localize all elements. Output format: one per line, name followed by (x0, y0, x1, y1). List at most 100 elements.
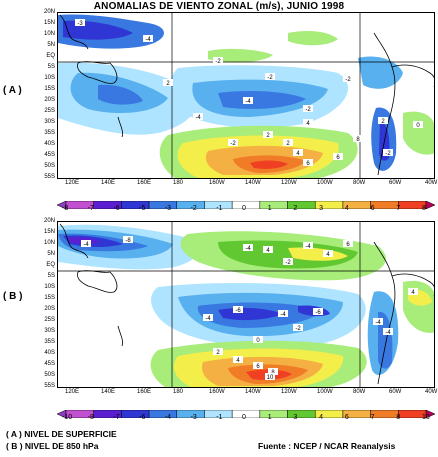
panel-a-lat-label: 25S (44, 108, 55, 114)
panel-a-contour-label: -4 (193, 113, 203, 121)
panel-b-colorbar-label: 3 (293, 414, 298, 421)
svg-text:4: 4 (266, 248, 270, 254)
panel-b-lat-label: 20N (43, 218, 55, 224)
panel-a-lat-label: 55S (44, 174, 55, 180)
panel-b-colorbar-label: -6 (139, 414, 146, 421)
panel-a-colorbar-label: -3 (164, 205, 172, 212)
svg-text:6: 6 (346, 242, 350, 248)
svg-text:4: 4 (236, 358, 240, 364)
panel-a-colorbar-label: 3 (319, 205, 324, 212)
panel-b-contour-label: -4 (303, 242, 313, 250)
panel-b-colorbar (56, 405, 436, 419)
svg-text:-2: -2 (345, 77, 351, 83)
panel-a-label: ( A ) (3, 85, 22, 96)
svg-text:-4: -4 (83, 242, 89, 248)
panel-b-contour-label: 4 (408, 288, 418, 296)
panel-a-colorbar-label: -6 (113, 205, 120, 212)
panel-b-lat-label: 5S (47, 273, 55, 279)
panel-b-lon-label: 60W (389, 389, 402, 395)
svg-text:-4: -4 (195, 115, 201, 121)
panel-b-lat-label: 10S (44, 284, 55, 290)
panel-b-contour-label: 10 (265, 373, 275, 381)
panel-b-colorbar-swatch (425, 409, 436, 419)
panel-b-colorbar-label: -1 (216, 414, 223, 421)
panel-a-contour-label: 4 (293, 149, 303, 157)
panel-b-colorbar-swatch (259, 409, 288, 419)
panel-b-lat-label: 35S (44, 339, 55, 345)
svg-text:-2: -2 (305, 107, 311, 113)
svg-text:0: 0 (256, 338, 260, 344)
panel-a-lat-label: 10S (44, 75, 55, 81)
svg-text:4: 4 (296, 151, 300, 157)
svg-text:4: 4 (411, 290, 415, 296)
svg-text:6: 6 (336, 155, 340, 161)
panel-b-contour-label: 6 (343, 240, 353, 248)
panel-a-lon-label: 160E (137, 180, 152, 186)
panel-b-colorbar-label: -4 (164, 414, 172, 421)
footer-source: Fuente : NCEP / NCAR Reanalysis (258, 441, 396, 451)
svg-text:6: 6 (306, 161, 310, 167)
svg-text:-6: -6 (235, 308, 241, 314)
panel-b-lat-label: EQ (46, 262, 55, 268)
panel-b-lat-label: 25S (44, 317, 55, 323)
panel-a-contour-label: -2 (265, 73, 275, 81)
panel-a-colorbar-label: -8 (62, 205, 69, 212)
panel-a-lat-label: 20S (44, 97, 55, 103)
panel-b-colorbar-label: 0 (242, 414, 246, 421)
panel-b-colorbar-label: 10 (422, 414, 430, 421)
panel-a-lon-label: 120E (65, 180, 80, 186)
panel-a-contour-label: 8 (353, 135, 363, 143)
panel-a-colorbar-label: 1 (267, 205, 272, 212)
panel-a-contour-label: -2 (303, 105, 313, 113)
panel-b-contour-label: -2 (283, 258, 293, 266)
svg-text:-6: -6 (315, 310, 321, 316)
panel-b-colorbar-label: 6 (344, 414, 349, 421)
panel-a-lon-label: 140E (101, 180, 116, 186)
svg-text:2: 2 (216, 350, 220, 356)
panel-a-colorbar-label: 7 (396, 205, 401, 212)
panel-b-contour-label: -6 (233, 306, 243, 314)
panel-a-lon-label: 60W (389, 180, 402, 186)
panel-b-lon-label: 100W (317, 389, 333, 395)
footer-line-b: ( B ) NIVEL DE 850 hPa (6, 441, 99, 451)
panel-b-colorbar-label: 1 (267, 414, 272, 421)
svg-text:10: 10 (267, 375, 274, 381)
panel-a-lat-label: 50S (44, 163, 55, 169)
panel-a-lat-label: 15S (44, 86, 55, 92)
panel-a-colorbar-label: 4 (344, 205, 349, 212)
panel-a-colorbar-label: 8 (422, 205, 426, 212)
svg-text:-2: -2 (267, 75, 273, 81)
svg-text:-2: -2 (215, 59, 221, 65)
panel-b-colorbar-swatch (370, 409, 399, 419)
panel-b-contour-label: -2 (293, 324, 303, 332)
panel-b-colorbar-swatch (287, 409, 316, 419)
panel-b-lat-label: 5N (47, 251, 55, 257)
panel-a-lat-label: 15N (43, 20, 55, 26)
panel-a-lon-label: 40W (425, 180, 438, 186)
svg-text:2: 2 (381, 119, 385, 125)
panel-b-lat-label: 20S (44, 306, 55, 312)
svg-text:8: 8 (356, 137, 360, 143)
panel-a-lat-label: 45S (44, 152, 55, 158)
panel-a-colorbar-label: -1 (216, 205, 223, 212)
panel-a-contour-label: -4 (143, 35, 153, 43)
panel-a-contour-label: -4 (243, 97, 253, 105)
panel-b-lat-label: 15N (43, 229, 55, 235)
panel-b-contour-label: 0 (253, 336, 263, 344)
panel-a-colorbar-label: 6 (370, 205, 375, 212)
panel-b-lat-label: 10N (43, 240, 55, 246)
panel-b-colorbar-label: -8 (87, 414, 94, 421)
panel-b-lon-label: 40W (425, 389, 438, 395)
panel-b-contour-label: -4 (243, 244, 253, 252)
panel-a-lat-label: 40S (44, 141, 55, 147)
panel-b-colorbar-label: -3 (190, 414, 197, 421)
panel-a-contour-label: 2 (163, 79, 173, 87)
panel-a-lon-label: 160W (209, 180, 225, 186)
svg-text:2: 2 (266, 133, 270, 139)
panel-b-lon-label: 80W (353, 389, 366, 395)
panel-b-lat-label: 50S (44, 372, 55, 378)
panel-a-contour-label: -2 (383, 149, 393, 157)
panel-a-lon-label: 120W (281, 180, 297, 186)
panel-a-lat-label: 5N (47, 42, 55, 48)
